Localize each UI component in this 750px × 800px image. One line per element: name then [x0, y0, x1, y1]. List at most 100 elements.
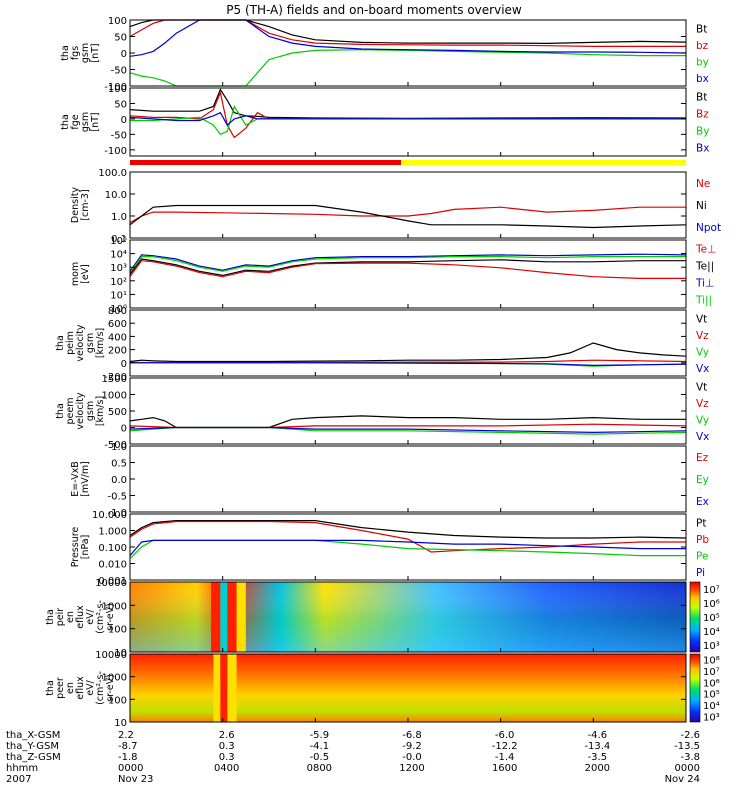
- ephemeris-value: -0.5: [310, 752, 330, 763]
- legend-entry: bx: [696, 73, 709, 85]
- series-line-by: [129, 49, 686, 87]
- y-tick-label: 100: [108, 695, 127, 706]
- y-axis-label: tha peem velocity gsm [km/s]: [55, 392, 106, 430]
- spectrogram-band: [220, 582, 228, 652]
- spectrogram-band: [236, 582, 246, 652]
- colorbar-label: 10⁷: [703, 585, 720, 596]
- ephemeris-value: 2000: [585, 763, 610, 774]
- series-line-bx: [129, 19, 687, 57]
- series-line-te: [129, 258, 686, 277]
- legend-entry: Vt: [696, 381, 707, 393]
- ephemeris-value: Nov 24: [665, 774, 700, 785]
- ephemeris-value: -4.1: [310, 741, 330, 752]
- ephemeris-row-label: hhmm: [6, 763, 38, 774]
- legend: Bt bz by bx: [696, 23, 709, 85]
- legend-entry: By: [696, 126, 709, 138]
- ephemeris-value: -9.2: [402, 741, 422, 752]
- ephemeris-value: 1200: [399, 763, 424, 774]
- y-axis-label-line: [eV]: [80, 264, 91, 284]
- y-tick-label: 500: [108, 407, 127, 418]
- y-tick-label: 10: [114, 648, 127, 659]
- ephemeris-value: -8.7: [118, 741, 138, 752]
- y-tick-label: 1500: [102, 374, 127, 385]
- series-line-ti: [129, 253, 687, 272]
- y-tick-label: 1000: [102, 391, 127, 402]
- y-tick-label: 50: [114, 99, 127, 110]
- y-axis-label-line: tha: [60, 114, 71, 130]
- colorbar-label: 10³: [703, 641, 720, 652]
- legend: Bt Bz By Bx: [696, 92, 709, 155]
- y-tick-label: 10⁵: [110, 236, 127, 247]
- y-tick-label: 100: [108, 625, 127, 636]
- y-axis-label-line: [mV/m]: [80, 461, 91, 497]
- legend-entry: bz: [696, 40, 709, 52]
- ephemeris-value: -13.5: [674, 741, 700, 752]
- ephemeris-value: -0.0: [402, 752, 422, 763]
- y-axis-label-line: Pressure: [70, 527, 81, 568]
- ephemeris-value: -2.6: [680, 730, 700, 741]
- series-line-pt: [129, 519, 687, 539]
- panel-peir_spec: 10³ 10⁴ 10⁵ 10⁶ 10⁷ 10 100 1000 10000 tha peir en ef…: [45, 578, 720, 659]
- y-tick-label: 100: [108, 16, 127, 27]
- y-tick-label: 10⁰: [110, 304, 127, 315]
- ephemeris-row-label: tha_Z-GSM: [6, 752, 61, 763]
- legend-entry: Pb: [696, 534, 709, 546]
- ephemeris-value: -6.0: [495, 730, 515, 741]
- spectrogram-band: [227, 582, 237, 652]
- y-axis-label-line: en: [65, 611, 76, 623]
- ephemeris-value: 2.6: [219, 730, 235, 741]
- ephemeris-value: -5.9: [310, 730, 330, 741]
- legend: Te⊥ Te|| Ti⊥ Ti||: [695, 244, 716, 307]
- legend-entry: Bt: [696, 92, 707, 104]
- legend: Pt Pb Pe Pi: [696, 517, 709, 579]
- y-tick-label: 10.000: [92, 510, 127, 521]
- y-axis-label: Density [cm-3]: [70, 187, 91, 223]
- panel-fgs: -100 -50 0 50 100 tha fgs gsm [nT] Bt bz by bx: [60, 16, 709, 93]
- y-axis-label-line: Density: [70, 187, 81, 223]
- legend-entry: Pi: [696, 567, 705, 579]
- legend-entry: Pe: [696, 550, 708, 562]
- legend-entry: Ti⊥: [695, 278, 714, 290]
- legend-entry: Vy: [696, 346, 709, 358]
- y-axis-label-line: eV/: [85, 679, 96, 695]
- y-tick-label: -500: [104, 440, 127, 451]
- legend-entry: Vx: [696, 431, 709, 443]
- y-tick-label: 10.0: [105, 190, 127, 201]
- legend-entry: Ne: [696, 178, 710, 190]
- ephemeris-value: -12.2: [492, 741, 518, 752]
- figure-title: P5 (TH-A) fields and on-board moments ov…: [226, 3, 522, 17]
- y-axis-label: tha peir en eflux eV/(cm²-s-sr-eV): [45, 600, 116, 634]
- y-axis-label-line: tha: [45, 680, 56, 696]
- panel-density: 0.1 1.0 10.0 100.0 Density [cm-3] Ne Ni Npot: [70, 168, 721, 245]
- y-axis-label-line: [km/s]: [95, 396, 106, 426]
- y-tick-label: 10¹: [110, 290, 127, 301]
- legend-entry: Vy: [696, 414, 709, 426]
- status-bar: [130, 160, 686, 165]
- y-tick-label: -0.5: [107, 492, 127, 503]
- legend-entry: Ey: [696, 474, 709, 486]
- y-axis-label-line: fge: [70, 114, 81, 129]
- colorbar-label: 10⁵: [703, 613, 720, 624]
- legend-entry: Te||: [695, 261, 714, 273]
- y-axis-label-line: eflux: [75, 605, 86, 629]
- colorbar-label: 10⁴: [703, 701, 720, 712]
- y-tick-label: 10⁴: [110, 250, 127, 261]
- y-tick-label: 10000: [95, 578, 127, 589]
- legend-entry: Vz: [696, 330, 709, 342]
- legend-entry: Bx: [696, 143, 709, 155]
- panel-fge: -100 -50 0 50 100 tha fge gsm [nT] Bt Bz By Bx: [60, 84, 709, 157]
- y-tick-label: 1000: [102, 673, 127, 684]
- series-line-bt: [129, 88, 687, 119]
- series-line-vt: [129, 342, 687, 363]
- y-tick-label: 0: [121, 424, 127, 435]
- y-tick-label: 50: [114, 33, 127, 44]
- y-axis-label-line: [km/s]: [95, 328, 106, 358]
- panel-efield: -1.0 -0.5 0.0 0.5 1.0 E=-VxB [mV/m] Ez Ey Ex: [70, 442, 709, 519]
- y-axis-label-line: en: [65, 682, 76, 694]
- y-axis-label-line: [nT]: [90, 112, 101, 131]
